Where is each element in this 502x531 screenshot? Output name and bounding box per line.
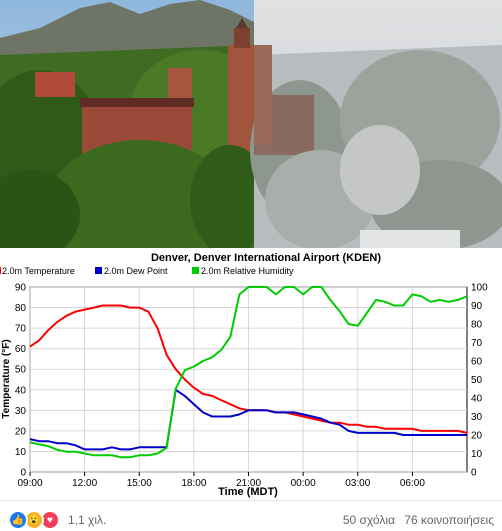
y-left-tick-label: 70 [15,324,27,335]
legend-swatch-temperature [0,267,1,274]
y-left-tick-label: 60 [15,344,27,355]
y-left-tick-label: 80 [15,303,27,314]
chart-title: Denver, Denver International Airport (KD… [151,252,381,264]
x-axis-label: Time (MDT) [218,486,278,498]
y-right-tick-label: 10 [471,449,483,460]
photo-left-autumn [0,0,270,248]
x-tick-label: 18:00 [181,478,206,489]
before-after-campus-photo[interactable] [0,0,502,248]
x-tick-label: 21:00 [236,478,261,489]
y-right-tick-label: 40 [471,394,483,405]
y-right-tick-label: 50 [471,375,483,386]
chart-series [29,286,468,459]
chart-legend: 2.0m Temperature 2.0m Dew Point 2.0m Rel… [0,266,294,276]
legend-swatch-dew-point [95,267,102,274]
y-right-tick-label: 20 [471,431,483,442]
legend-dew-point: 2.0m Dew Point [104,266,168,276]
y-left-tick-label: 20 [15,426,27,437]
y-right-tick-label: 60 [471,357,483,368]
y-right-tick-label: 80 [471,320,483,331]
y-left-tick-label: 90 [15,283,27,294]
y-axis-label: Temperature (°F) [1,339,12,418]
y-right-tick-label: 90 [471,301,483,312]
shares-count[interactable]: 76 κοινοποιήσεις [404,513,494,527]
y-left-tick-label: 30 [15,406,27,417]
post-stats: 50 σχόλια 76 κοινοποιήσεις [337,513,494,527]
y-right-tick-label: 100 [471,283,488,294]
y-left-tick-label: 0 [20,468,26,479]
legend-humidity: 2.0m Relative Humidity [201,266,294,276]
x-tick-label: 00:00 [291,478,316,489]
y-left-tick-label: 10 [15,447,27,458]
dew-point-line [29,388,467,451]
y-right-tick-label: 30 [471,412,483,423]
x-tick-label: 09:00 [17,478,42,489]
humidity-line [29,286,468,459]
x-tick-label: 03:00 [345,478,370,489]
y-left-tick-label: 40 [15,385,27,396]
weather-chart: Denver, Denver International Airport (KD… [0,248,502,500]
x-tick-label: 06:00 [400,478,425,489]
y-right-tick-label: 0 [471,468,477,479]
x-tick-label: 15:00 [127,478,152,489]
y-right-tick-label: 70 [471,338,483,349]
photo-right-snow [250,0,502,248]
like-reaction-icon[interactable]: 👍 [8,510,28,530]
x-axis: 09:00 12:00 15:00 18:00 21:00 00:00 03:00 06:00 [17,472,425,489]
y-left-tick-label: 50 [15,365,27,376]
reaction-count[interactable]: 1,1 χιλ. [68,513,107,527]
y-axis-right: 0 10 20 30 40 50 60 70 80 90 100 [471,283,488,479]
legend-temperature: 2.0m Temperature [2,266,75,276]
weather-chart-svg: Denver, Denver International Airport (KD… [0,252,488,498]
legend-swatch-humidity [192,267,199,274]
y-axis-left: 0 10 20 30 40 50 60 70 80 90 [15,283,27,479]
x-tick-label: 12:00 [72,478,97,489]
social-reactions-bar: 👍 😮 ♥ 1,1 χιλ. 50 σχόλια 76 κοινοποιήσει… [0,500,502,531]
comments-count[interactable]: 50 σχόλια [342,513,395,527]
